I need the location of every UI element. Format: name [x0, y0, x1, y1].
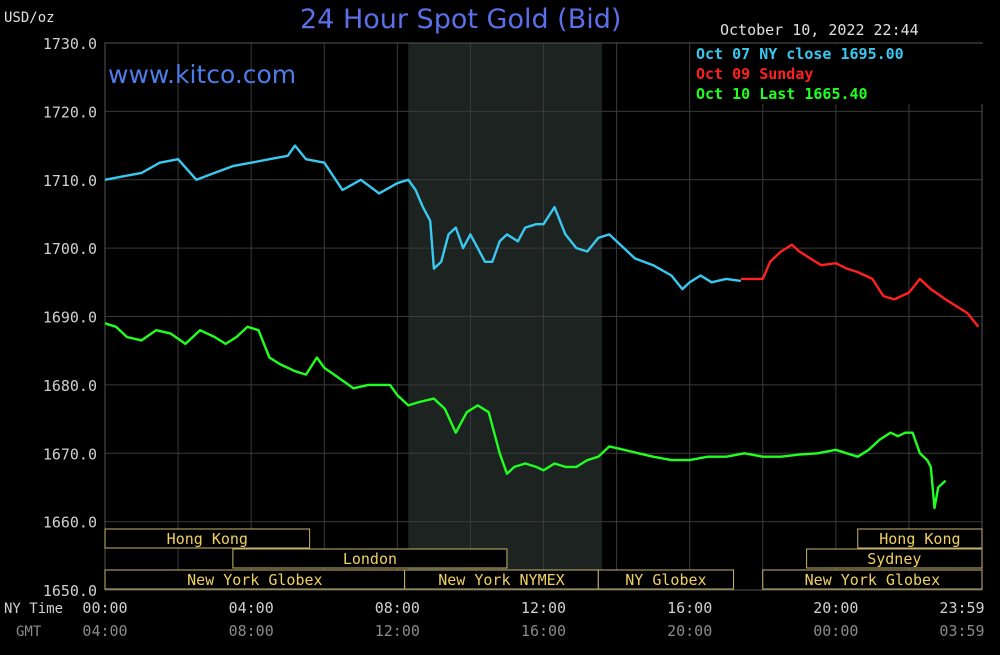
x-tick-label-gmt: 08:00 — [229, 622, 274, 640]
market-session-label: NY Globex — [625, 571, 706, 589]
ny-time-row-label: NY Time — [4, 601, 63, 617]
y-tick-label: 1720.0 — [43, 103, 97, 121]
x-tick-label-gmt: 16:00 — [521, 622, 566, 640]
market-session-bar — [806, 548, 983, 569]
x-tick-label-gmt: 12:00 — [375, 622, 420, 640]
site-watermark: www.kitco.com — [108, 60, 297, 89]
legend-entry-oct-09: Oct 09 Sunday — [696, 65, 814, 83]
x-tick-label-gmt: 20:00 — [667, 622, 712, 640]
legend-entry-oct-10: Oct 10 Last 1665.40 — [696, 85, 868, 103]
y-tick-label: 1670.0 — [43, 445, 97, 463]
legend-entry-oct-07: Oct 07 NY close 1695.00 — [696, 45, 904, 63]
market-session-label: New York Globex — [805, 571, 940, 589]
x-tick-label-ny: 20:00 — [813, 599, 858, 617]
gmt-row-label: GMT — [16, 624, 42, 640]
market-session-label: Sydney — [867, 550, 921, 568]
x-tick-label-ny: 12:00 — [521, 599, 566, 617]
x-tick-label-ny: 08:00 — [375, 599, 420, 617]
chart-timestamp: October 10, 2022 22:44 — [720, 21, 919, 39]
y-axis-unit-label: USD/oz — [4, 10, 55, 26]
y-tick-label: 1700.0 — [43, 240, 97, 258]
y-tick-label: 1660.0 — [43, 514, 97, 532]
market-session-label: London — [343, 550, 397, 568]
market-session-bar — [597, 569, 735, 590]
market-session-bar — [232, 548, 508, 569]
y-tick-label: 1680.0 — [43, 377, 97, 395]
y-tick-label: 1650.0 — [43, 582, 97, 600]
x-tick-label-gmt: 03:59 — [939, 622, 984, 640]
market-session-bar — [857, 528, 983, 549]
x-tick-label-ny: 00:00 — [82, 599, 127, 617]
x-tick-label-ny: 23:59 — [939, 599, 984, 617]
series-line-1 — [740, 243, 980, 328]
y-tick-label: 1690.0 — [43, 309, 97, 327]
y-tick-label: 1710.0 — [43, 172, 97, 190]
x-tick-label-gmt: 04:00 — [82, 622, 127, 640]
chart-title: 24 Hour Spot Gold (Bid) — [300, 4, 622, 35]
market-session-label: Hong Kong — [167, 530, 248, 548]
market-session-bar — [762, 569, 983, 590]
x-tick-label-gmt: 00:00 — [813, 622, 858, 640]
chart-legend: Oct 07 NY close 1695.00 Oct 09 Sunday Oc… — [696, 44, 984, 104]
market-session-label: New York Globex — [187, 571, 322, 589]
x-tick-label-ny: 04:00 — [229, 599, 274, 617]
plot-frame — [104, 42, 983, 591]
series-line-0 — [104, 144, 741, 291]
market-session-bar — [104, 528, 311, 549]
y-tick-label: 1730.0 — [43, 35, 97, 53]
market-session-label: Hong Kong — [879, 530, 960, 548]
market-session-label: New York NYMEX — [438, 571, 564, 589]
x-tick-label-ny: 16:00 — [667, 599, 712, 617]
series-line-2 — [104, 322, 947, 510]
